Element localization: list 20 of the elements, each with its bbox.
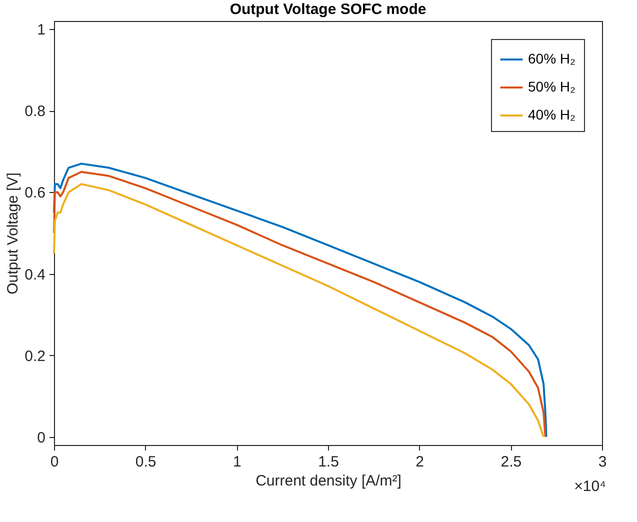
- x-tick-label: 3: [598, 454, 607, 470]
- legend-label: 60% H₂: [528, 50, 576, 66]
- x-tick-label: 0.5: [135, 454, 156, 470]
- y-tick-label: 0.4: [24, 266, 46, 284]
- text: ×10⁴: [574, 478, 606, 495]
- x-axis-title: Current density [A/m²]: [256, 472, 402, 490]
- x-tick-label: 2: [416, 454, 424, 470]
- y-tick-label: 0.2: [24, 348, 46, 365]
- y-tick-label: 1: [37, 22, 46, 39]
- chart-title: Output Voltage SOFC mode: [230, 1, 426, 18]
- legend-label: 40% H₂: [528, 106, 576, 122]
- x-tick-label: 1: [232, 454, 242, 470]
- y-tick-label: 0.6: [24, 184, 46, 202]
- x-tick-label: 2.5: [500, 454, 522, 470]
- y-axis-title: Output Voltage [V]: [4, 172, 22, 294]
- y-tick-label: 0: [37, 429, 46, 446]
- x-tick-label: 0: [50, 454, 59, 470]
- x-tick-label: 1.5: [318, 454, 339, 470]
- legend-label: 50% H₂: [528, 78, 576, 94]
- y-tick-label: 0.8: [24, 103, 46, 120]
